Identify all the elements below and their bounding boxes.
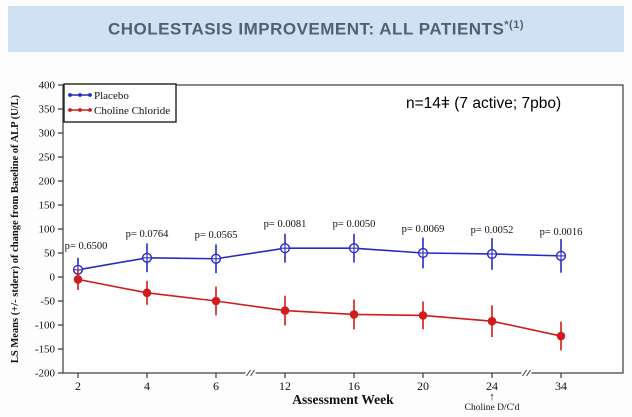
p-value-label: p= 0.0016 xyxy=(540,227,583,238)
data-point-marker xyxy=(418,311,428,320)
event-arrow-up-icon: ↑ xyxy=(489,391,495,403)
y-tick-label: 200 xyxy=(39,176,56,188)
axis-break-icon xyxy=(250,369,255,377)
x-axis-label: Assessment Week xyxy=(292,392,394,407)
y-tick-label: -150 xyxy=(35,344,56,356)
data-point-marker xyxy=(487,316,497,326)
p-value-label: p= 0.6500 xyxy=(65,241,108,252)
x-tick-label: 4 xyxy=(144,379,150,393)
y-tick-label: -100 xyxy=(35,320,56,332)
legend-marker-icon xyxy=(78,108,82,112)
y-tick-label: 400 xyxy=(39,80,56,92)
y-tick-label: 0 xyxy=(50,272,56,284)
title-banner: CHOLESTASIS IMPROVEMENT: ALL PATIENTS*(1… xyxy=(8,6,624,52)
data-point-marker xyxy=(142,288,152,298)
choline-series xyxy=(73,268,566,351)
data-point-marker xyxy=(73,275,83,284)
y-tick-label: 150 xyxy=(39,200,56,212)
y-tick-label: -200 xyxy=(35,368,56,380)
data-point-marker xyxy=(556,331,566,341)
p-value-label: p= 0.0081 xyxy=(264,219,307,230)
series-line xyxy=(77,247,562,271)
legend-label: Placebo xyxy=(94,90,129,102)
x-tick-label: 6 xyxy=(213,379,219,393)
y-tick-label: 250 xyxy=(39,152,56,164)
p-value-label: p= 0.0764 xyxy=(126,229,169,240)
series-line xyxy=(77,278,562,337)
y-axis-label: LS Means (+/- stderr) of change from Bas… xyxy=(10,94,21,363)
axis-break-gap xyxy=(245,370,256,376)
legend-marker-icon xyxy=(68,108,72,112)
data-point-marker xyxy=(211,296,221,306)
axis-break-icon xyxy=(522,369,527,377)
page-title-superscript: *(1) xyxy=(504,18,525,31)
placebo-series xyxy=(72,233,567,282)
y-tick-label: 50 xyxy=(44,248,56,260)
x-tick-label: 16 xyxy=(348,379,360,393)
x-tick-label: 20 xyxy=(417,379,429,393)
page-title: CHOLESTASIS IMPROVEMENT: ALL PATIENTS*(1… xyxy=(108,19,524,40)
data-point-marker xyxy=(280,306,290,315)
legend-marker-icon xyxy=(68,93,72,97)
p-value-label: p= 0.0069 xyxy=(402,224,445,235)
legend-marker-icon xyxy=(88,93,92,97)
event-annotation-label: Choline D/C'd xyxy=(465,403,520,413)
y-tick-label: 300 xyxy=(39,128,56,140)
plot-area xyxy=(62,84,624,374)
p-value-label: p= 0.0050 xyxy=(333,219,376,230)
page-title-text: CHOLESTASIS IMPROVEMENT: ALL PATIENTS xyxy=(107,19,505,39)
x-tick-label: 34 xyxy=(555,379,567,393)
legend-marker-icon xyxy=(88,108,92,112)
legend: Placebo Choline Chloride xyxy=(63,83,177,123)
p-value-label: p= 0.0052 xyxy=(471,225,514,236)
legend-box xyxy=(63,83,177,123)
x-tick-label: 2 xyxy=(75,379,81,393)
legend-label: Choline Chloride xyxy=(94,105,170,117)
y-tick-label: 100 xyxy=(39,224,56,236)
p-value-label: p= 0.0565 xyxy=(195,230,238,241)
x-tick-label: 12 xyxy=(279,379,291,393)
sample-size-annotation: n=14ǂ (7 active; 7pbo) xyxy=(406,95,561,112)
axis-break-icon xyxy=(526,369,531,377)
legend-marker-icon xyxy=(78,93,82,97)
data-point-marker xyxy=(349,310,359,319)
axis-break-gap xyxy=(521,370,532,376)
axis-break-icon xyxy=(246,369,251,377)
y-tick-label: 350 xyxy=(39,104,56,116)
x-tick-label: 24 xyxy=(486,379,498,393)
y-tick-label: -50 xyxy=(40,296,55,308)
